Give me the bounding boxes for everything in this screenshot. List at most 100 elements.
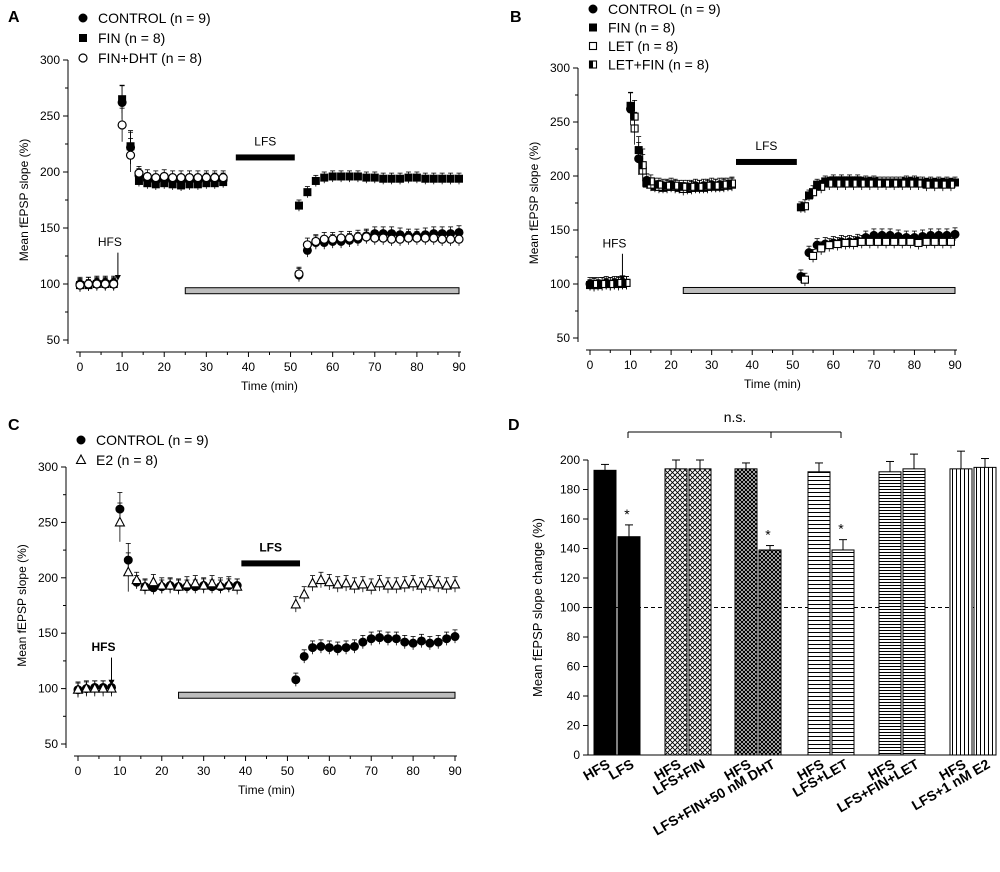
panel-letter: C (8, 417, 20, 434)
marker-shape-half (728, 180, 732, 188)
marker-shape (114, 516, 126, 527)
data-point (796, 203, 805, 212)
marker-shape-half (801, 202, 805, 210)
marker-shape (125, 150, 136, 160)
data-point (302, 240, 312, 250)
data-point (829, 176, 838, 185)
marker-shape (79, 34, 87, 42)
marker-shape (302, 240, 312, 250)
data-point (193, 173, 203, 183)
data-point (362, 173, 371, 182)
marker-shape (365, 580, 377, 591)
marker-shape (382, 579, 394, 590)
data-point (391, 634, 401, 644)
data-point (333, 644, 343, 654)
x-tick-label: 50 (281, 764, 295, 778)
marker-shape (223, 578, 235, 589)
x-tick-label: 90 (948, 358, 962, 372)
data-point (610, 280, 619, 288)
marker-shape-half (647, 177, 651, 185)
data-point (841, 238, 850, 248)
data-point (703, 181, 712, 190)
marker-shape-half (923, 181, 927, 189)
marker-shape (210, 173, 220, 183)
marker-shape (416, 579, 427, 590)
marker-shape (387, 174, 396, 183)
data-point (646, 177, 655, 186)
data-point (934, 178, 943, 187)
marker-shape (177, 181, 186, 190)
data-point (679, 182, 688, 191)
marker-shape (841, 238, 850, 248)
y-axis-label: Mean fEPSP slope (%) (17, 139, 31, 262)
data-point (833, 179, 842, 188)
marker-shape (353, 232, 363, 242)
legend-marker (588, 4, 598, 14)
legend-label: CONTROL (n = 9) (96, 432, 209, 448)
data-point (215, 579, 226, 590)
series-filled-circle (585, 92, 960, 291)
data-point (97, 682, 109, 693)
data-point (441, 579, 453, 590)
marker-shape (323, 576, 335, 587)
data-point (400, 637, 410, 647)
data-point (695, 182, 704, 191)
panel-letter: D (508, 417, 520, 434)
data-point (865, 237, 874, 246)
data-point (412, 233, 422, 243)
marker-shape (634, 146, 643, 155)
marker-shape (437, 234, 447, 244)
marker-shape (865, 237, 874, 246)
data-point (805, 191, 813, 200)
series-filled-square (586, 91, 959, 291)
marker-shape (164, 579, 176, 590)
marker-shape (201, 173, 211, 183)
y-tick-label: 180 (560, 483, 580, 497)
data-point (201, 173, 211, 183)
marker-shape-half (623, 279, 627, 287)
marker-shape (691, 183, 700, 192)
marker-shape-half (817, 183, 822, 191)
data-point (379, 174, 388, 183)
marker-shape (407, 577, 419, 588)
marker-shape (449, 578, 461, 589)
marker-shape (134, 168, 144, 178)
data-point (914, 238, 923, 248)
marker-shape (586, 281, 594, 290)
legend-marker (75, 453, 87, 465)
marker-shape (181, 578, 193, 589)
marker-shape (379, 174, 388, 183)
data-point (817, 244, 826, 253)
data-point (156, 579, 168, 590)
data-point (399, 578, 411, 589)
lfs-label: LFS (254, 134, 276, 148)
marker-shape (374, 577, 386, 588)
marker-shape (602, 280, 611, 288)
data-point (926, 178, 935, 187)
marker-shape (303, 188, 312, 197)
marker-shape (168, 173, 178, 183)
data-point (361, 232, 371, 242)
marker-shape (336, 233, 346, 243)
marker-shape (699, 183, 708, 192)
data-point (445, 234, 456, 244)
marker-shape (328, 234, 338, 244)
marker-shape (825, 241, 834, 250)
data-point (449, 578, 461, 589)
y-tick-label: 250 (40, 109, 60, 123)
data-point (894, 178, 903, 187)
lfs-bar (235, 154, 295, 161)
data-point (390, 579, 402, 590)
marker-shape (408, 638, 418, 648)
hfs-label: HFS (92, 640, 116, 654)
data-point (946, 237, 955, 246)
marker-shape-half (590, 280, 595, 288)
data-point (951, 178, 959, 187)
data-point (602, 280, 611, 288)
marker-shape (89, 682, 101, 693)
data-point (337, 172, 346, 181)
data-point (198, 579, 210, 590)
data-point (365, 580, 377, 591)
y-tick-label: 150 (38, 626, 58, 640)
marker-shape (72, 683, 84, 694)
